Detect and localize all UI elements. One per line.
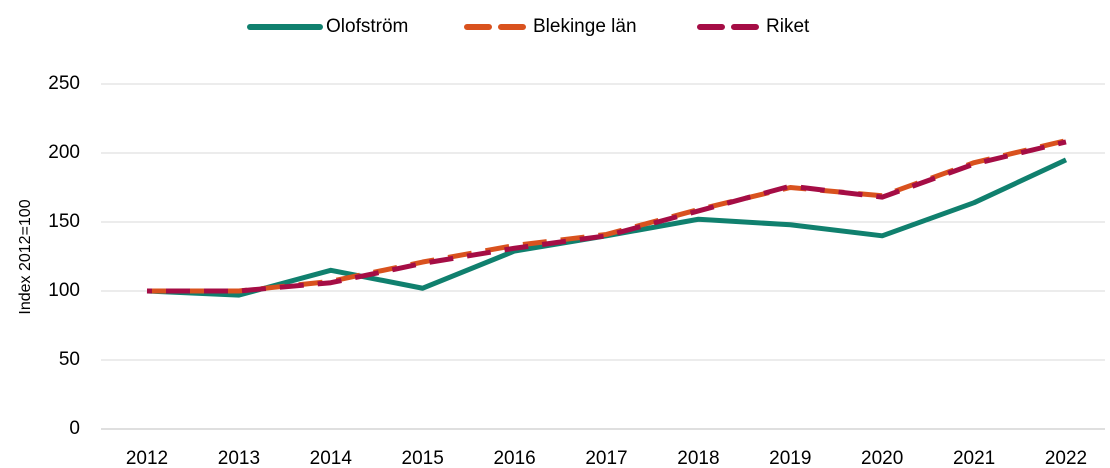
- y-tick-label: 200: [48, 142, 80, 163]
- x-tick-label: 2018: [677, 448, 719, 468]
- x-tick-label: 2012: [126, 448, 168, 468]
- y-tick-label: 0: [69, 418, 80, 439]
- x-tick-label: 2021: [953, 448, 995, 468]
- x-tick-label: 2015: [402, 448, 444, 468]
- x-tick-label: 2017: [585, 448, 627, 468]
- x-tick-label: 2022: [1045, 448, 1087, 468]
- y-axis-label: Index 2012=100: [17, 199, 34, 314]
- legend-label: Riket: [766, 16, 810, 37]
- x-tick-label: 2014: [310, 448, 353, 468]
- y-tick-label: 100: [48, 280, 80, 301]
- legend-label: Olofström: [326, 16, 408, 37]
- x-tick-label: 2020: [861, 448, 903, 468]
- series-line: [147, 138, 1067, 294]
- y-tick-label: 250: [48, 73, 80, 94]
- x-tick-label: 2019: [769, 448, 811, 468]
- x-tick-label: 2013: [218, 448, 260, 468]
- series-line: [147, 139, 1067, 294]
- legend-label: Blekinge län: [533, 16, 637, 37]
- y-tick-label: 50: [59, 349, 80, 370]
- y-tick-label: 150: [48, 211, 80, 232]
- x-tick-label: 2016: [493, 448, 535, 468]
